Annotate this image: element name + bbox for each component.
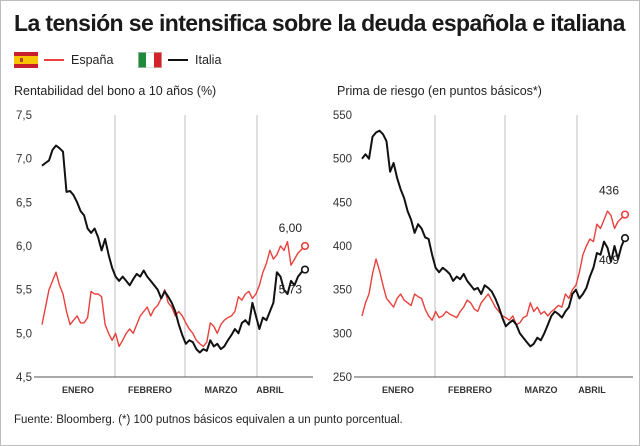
legend-line-italia — [168, 59, 188, 61]
y-tick-label: 6,5 — [16, 197, 32, 209]
legend-label-espana: España — [71, 53, 114, 67]
x-month-label: FEBRERO — [128, 385, 172, 395]
y-tick-label: 4,5 — [16, 372, 32, 384]
y-tick-label: 550 — [333, 110, 352, 122]
end-point-marker-espana — [300, 241, 310, 251]
x-month-label: ABRIL — [256, 385, 284, 395]
series-line-italia — [361, 129, 626, 348]
series-line-espana — [361, 210, 626, 326]
end-point-marker-italia — [620, 234, 630, 243]
risk-premium-chart: 550 500 450 400 350 300 250 ENERO FEBRERO MARZO AB… — [333, 110, 633, 395]
y-tick-label: 5,0 — [16, 328, 32, 340]
x-month-label: MARZO — [525, 385, 558, 395]
series-line-italia — [41, 144, 306, 354]
x-month-label: FEBRERO — [448, 385, 492, 395]
italy-flag-icon — [138, 52, 162, 68]
legend-item-espana: España — [14, 50, 113, 70]
y-tick-label: 300 — [333, 328, 352, 340]
value-annotation: 5,73 — [279, 283, 303, 297]
y-tick-label: 5,5 — [16, 285, 32, 297]
x-month-label: ENERO — [62, 385, 94, 395]
legend-item-italia: Italia — [138, 50, 221, 70]
legend-line-espana — [44, 59, 64, 61]
value-annotation: 409 — [599, 253, 619, 267]
y-tick-label: 400 — [333, 241, 352, 253]
bond-yield-chart: 7,5 7,0 6,5 6,0 5,5 5,0 4,5 ENERO FEBRERO MARZO AB… — [16, 110, 313, 395]
y-tick-label: 7,5 — [16, 110, 32, 122]
value-annotation: 436 — [599, 184, 619, 198]
legend-label-italia: Italia — [195, 53, 222, 67]
y-tick-label: 450 — [333, 197, 352, 209]
value-annotation: 6,00 — [279, 221, 303, 235]
end-point-marker-espana — [620, 210, 630, 219]
x-month-label: ABRIL — [578, 385, 606, 395]
y-tick-label: 6,0 — [16, 241, 32, 253]
end-point-marker-italia — [300, 265, 310, 274]
spain-flag-icon — [14, 52, 38, 68]
footnote: Fuente: Bloomberg. (*) 100 putnos básico… — [14, 414, 403, 426]
page-title: La tensión se intensifica sobre la deuda… — [14, 10, 625, 36]
y-tick-label: 500 — [333, 154, 352, 166]
x-month-label: ENERO — [382, 385, 414, 395]
chart-title-risk-premium: Prima de riesgo (en puntos básicos*) — [337, 84, 542, 98]
y-tick-label: 250 — [333, 372, 352, 384]
y-tick-label: 350 — [333, 285, 352, 297]
y-tick-label: 7,0 — [16, 154, 32, 166]
series-line-espana — [41, 240, 306, 348]
x-month-label: MARZO — [205, 385, 238, 395]
chart-title-bond-yield: Rentabilidad del bono a 10 años (%) — [14, 84, 217, 98]
